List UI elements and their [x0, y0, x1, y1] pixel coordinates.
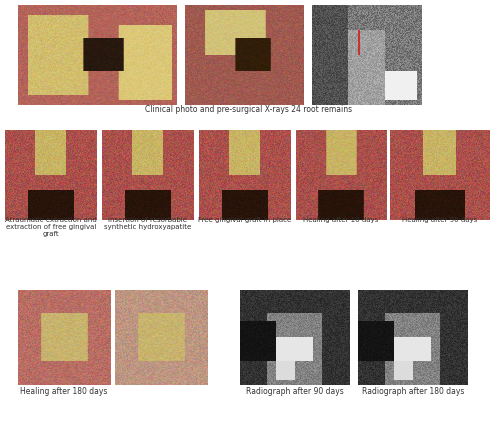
Text: Clinical photo and pre-surgical X-rays 24 root remains: Clinical photo and pre-surgical X-rays 2…	[145, 105, 353, 114]
Text: Free gingival graft in place: Free gingival graft in place	[198, 217, 292, 223]
Text: Healing after 180 days: Healing after 180 days	[20, 387, 108, 396]
Text: Atraumatic extraction and
extraction of free gingival
graft: Atraumatic extraction and extraction of …	[5, 217, 97, 237]
Text: Radiograph after 90 days: Radiograph after 90 days	[246, 387, 344, 396]
Text: Healing after 90 days: Healing after 90 days	[402, 217, 478, 223]
Text: Radiograph after 180 days: Radiograph after 180 days	[362, 387, 464, 396]
Text: Healing after 10 days: Healing after 10 days	[303, 217, 378, 223]
Text: Insertion of resorbable
synthetic hydroxyapatite: Insertion of resorbable synthetic hydrox…	[105, 217, 192, 230]
